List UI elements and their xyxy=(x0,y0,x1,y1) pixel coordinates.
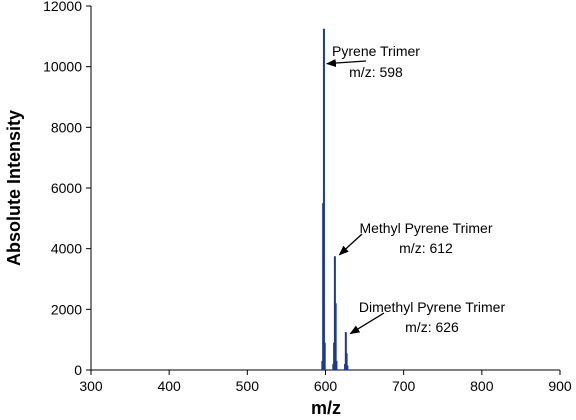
x-axis-ticks: 300 400 500 600 700 800 900 xyxy=(79,370,572,394)
peak-annotation: Pyrene Trimer m/z: 598 xyxy=(327,43,420,80)
annotation-mz: m/z: 626 xyxy=(405,319,459,335)
annotation-arrow xyxy=(339,234,362,255)
peak-bar xyxy=(335,303,337,370)
annotation-name: Dimethyl Pyrene Trimer xyxy=(359,299,506,315)
y-tick-label: 0 xyxy=(74,362,82,378)
y-axis-ticks: 0 2000 4000 6000 8000 10000 12000 xyxy=(43,0,91,378)
annotation-arrow xyxy=(350,313,384,334)
annotation-mz: m/z: 598 xyxy=(349,64,403,80)
spectrum-peaks xyxy=(321,29,348,370)
x-tick-label: 600 xyxy=(314,378,338,394)
y-tick-label: 4000 xyxy=(51,241,82,257)
peak-annotation: Dimethyl Pyrene Trimer m/z: 626 xyxy=(350,299,505,335)
y-axis-title: Absolute Intensity xyxy=(4,110,24,266)
x-tick-label: 400 xyxy=(157,378,181,394)
annotation-name: Pyrene Trimer xyxy=(332,43,420,59)
x-axis-title: m/z xyxy=(311,398,341,418)
peak-annotations: Pyrene Trimer m/z: 598 Methyl Pyrene Trime… xyxy=(327,43,506,335)
y-tick-label: 12000 xyxy=(43,0,82,14)
x-tick-label: 300 xyxy=(79,378,103,394)
y-tick-label: 10000 xyxy=(43,59,82,75)
annotation-name: Methyl Pyrene Trimer xyxy=(359,220,492,236)
y-tick-label: 6000 xyxy=(51,180,82,196)
peak-bar xyxy=(346,365,348,370)
peak-bar xyxy=(324,343,326,370)
y-tick-label: 2000 xyxy=(51,301,82,317)
y-tick-label: 8000 xyxy=(51,119,82,135)
peak-bar xyxy=(323,29,325,370)
peak-annotation: Methyl Pyrene Trimer m/z: 612 xyxy=(339,220,492,256)
plot-area xyxy=(91,6,560,370)
annotation-mz: m/z: 612 xyxy=(399,240,453,256)
x-tick-label: 700 xyxy=(392,378,416,394)
peak-bar xyxy=(335,361,337,370)
x-tick-label: 900 xyxy=(548,378,572,394)
x-tick-label: 800 xyxy=(470,378,494,394)
x-tick-label: 500 xyxy=(236,378,260,394)
